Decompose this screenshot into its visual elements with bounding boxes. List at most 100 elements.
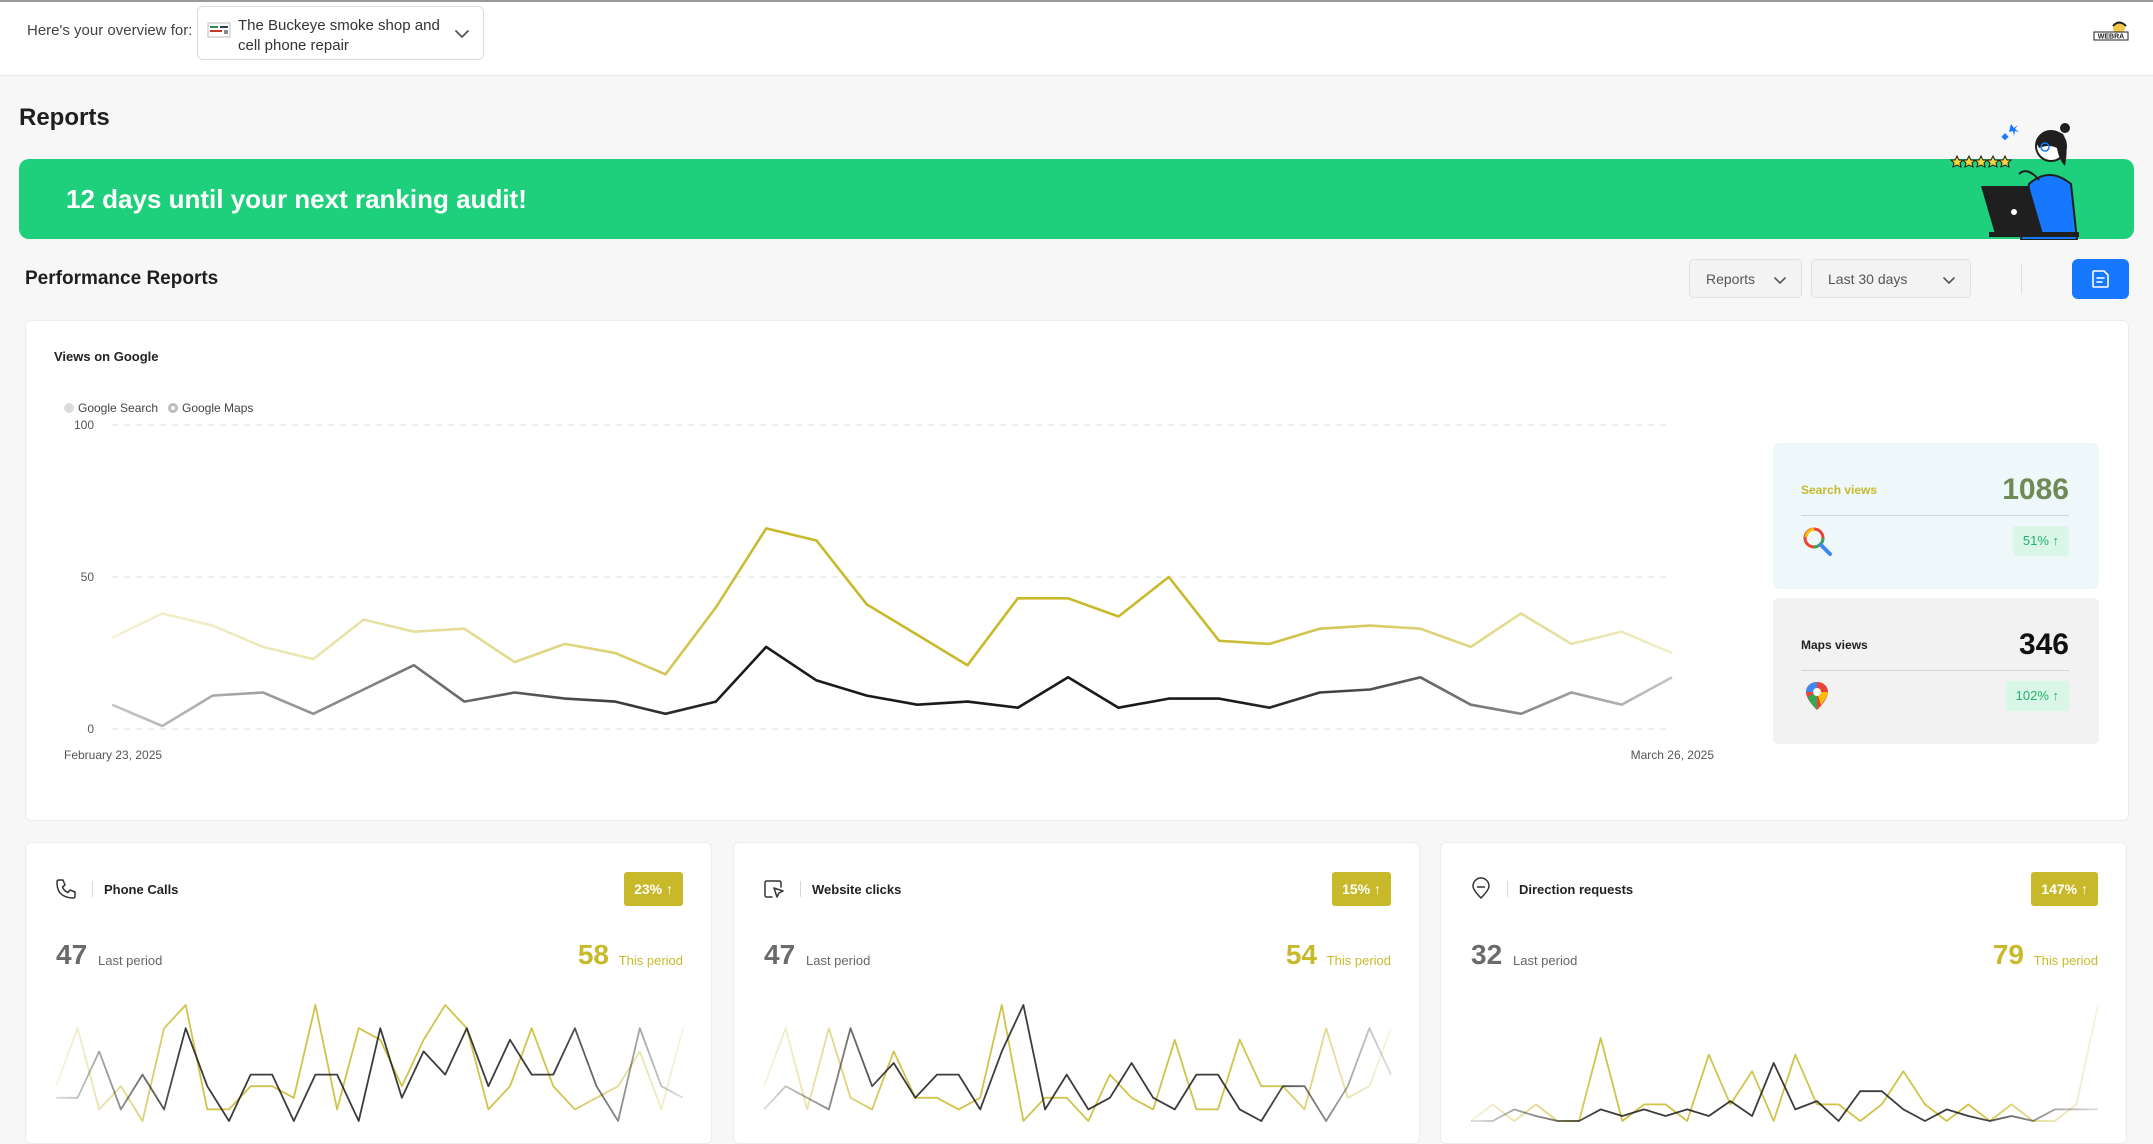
data-point[interactable] [1565,687,1577,699]
data-point[interactable] [1565,638,1577,650]
search-icon [1803,527,1832,556]
data-point[interactable] [156,720,168,732]
business-name: The Buckeye smoke shop and cell phone re… [238,17,440,54]
data-point[interactable] [1263,702,1275,714]
data-point[interactable] [961,659,973,671]
data-point[interactable] [710,601,722,613]
data-point[interactable] [358,683,370,695]
data-point[interactable] [1465,699,1477,711]
data-point[interactable] [509,687,521,699]
legend-dot-search [64,403,74,413]
data-point[interactable] [660,668,672,680]
data-point[interactable] [861,598,873,610]
data-point[interactable] [307,708,319,720]
data-point[interactable] [1213,693,1225,705]
views-line-chart: 100 50 0 February 23, 2025 March 26, 2025 [64,418,1714,762]
data-point[interactable] [408,659,420,671]
data-point[interactable] [1666,647,1678,659]
data-point[interactable] [307,653,319,665]
cursor-click-icon [764,880,784,898]
data-point[interactable] [609,647,621,659]
last-period-label: Last period [806,953,871,968]
data-point[interactable] [609,696,621,708]
y-tick-label: 50 [81,570,95,584]
chevron-down-icon [1774,277,1786,285]
stat-divider [1801,670,2069,671]
data-point[interactable] [257,641,269,653]
this-period-value: 54 [1285,939,1317,970]
phone-calls-sparkline [55,1004,684,1122]
data-point[interactable] [257,687,269,699]
date-range-dropdown[interactable]: Last 30 days [1811,259,1971,298]
business-selector[interactable]: The Buckeye smoke shop and cell phone re… [197,6,484,60]
data-point[interactable] [156,607,168,619]
data-point[interactable] [861,690,873,702]
data-point[interactable] [106,699,118,711]
reports-dropdown-label: Reports [1706,271,1756,287]
data-point[interactable] [1414,671,1426,683]
data-point[interactable] [559,638,571,650]
sparkline-this-period [1470,1004,2099,1122]
data-point[interactable] [660,708,672,720]
legend-google-maps[interactable]: Google Maps [168,401,253,415]
data-point[interactable] [1062,592,1074,604]
woman-laptop-illustration-icon [1949,123,2079,240]
data-point[interactable] [710,696,722,708]
data-point[interactable] [1414,623,1426,635]
overview-label: Here's your overview for: [27,22,193,39]
chevron-down-icon [1943,277,1955,285]
data-point[interactable] [207,620,219,632]
data-point[interactable] [1012,592,1024,604]
search-views-change-badge: 51% ↑ [2012,526,2069,556]
data-point[interactable] [1112,702,1124,714]
data-point[interactable] [760,641,772,653]
business-logo-icon [207,22,231,38]
data-point[interactable] [1012,702,1024,714]
x-tick-label-start: February 23, 2025 [64,748,162,762]
data-point[interactable] [1616,626,1628,638]
data-point[interactable] [1515,607,1527,619]
data-point[interactable] [961,696,973,708]
data-point[interactable] [1163,571,1175,583]
data-point[interactable] [1314,687,1326,699]
webra-logo-icon[interactable]: WEBRA [2093,20,2129,46]
data-point[interactable] [358,614,370,626]
data-point[interactable] [1112,611,1124,623]
this-period-label: This period [2033,953,2098,968]
data-point[interactable] [106,632,118,644]
data-point[interactable] [1263,638,1275,650]
metric-title: Website clicks [812,882,902,897]
data-point[interactable] [1314,623,1326,635]
data-point[interactable] [1213,635,1225,647]
data-point[interactable] [458,696,470,708]
direction-requests-card: Direction requests 147% ↑ 32 Last period… [1440,842,2127,1144]
map-pin-icon [1806,682,1828,710]
data-point[interactable] [1515,708,1527,720]
data-point[interactable] [509,656,521,668]
data-point[interactable] [1465,641,1477,653]
metric-change-badge: 147% ↑ [2031,872,2098,906]
reports-dropdown[interactable]: Reports [1689,259,1802,298]
data-point[interactable] [911,699,923,711]
data-point[interactable] [811,535,823,547]
data-point[interactable] [1163,693,1175,705]
data-point[interactable] [760,522,772,534]
data-point[interactable] [559,693,571,705]
data-point[interactable] [207,690,219,702]
data-point[interactable] [1364,683,1376,695]
data-point[interactable] [811,674,823,686]
this-period-value: 79 [1992,939,2024,970]
data-point[interactable] [1666,671,1678,683]
maps-views-change-badge: 102% ↑ [2005,681,2069,711]
export-report-button[interactable] [2072,259,2129,299]
data-point[interactable] [1062,671,1074,683]
map-pin-icon [1472,877,1490,899]
data-point[interactable] [1616,699,1628,711]
last-period-value: 47 [56,939,88,970]
data-point[interactable] [1364,620,1376,632]
data-point[interactable] [911,629,923,641]
legend-google-search[interactable]: Google Search [64,401,158,415]
maps-views-label: Maps views [1801,638,1868,652]
data-point[interactable] [408,626,420,638]
data-point[interactable] [458,623,470,635]
